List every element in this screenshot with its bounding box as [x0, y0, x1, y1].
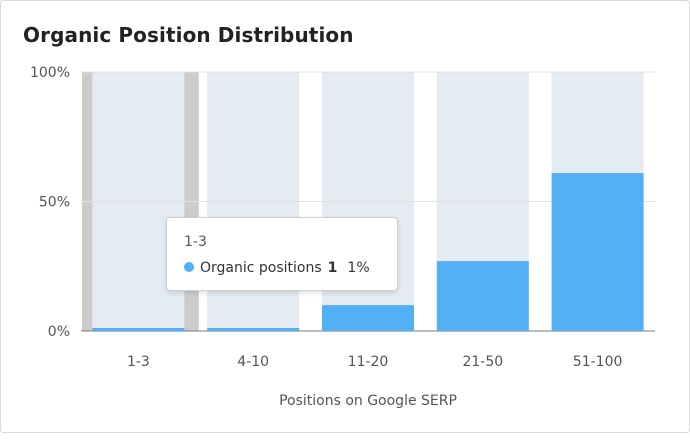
- x-axis-title: Positions on Google SERP: [279, 393, 457, 409]
- tooltip-value: 1: [327, 260, 338, 276]
- x-tick-label: 1-3: [127, 354, 150, 370]
- x-tick-label: 11-20: [348, 354, 389, 370]
- x-tick-label: 4-10: [237, 354, 269, 370]
- x-tick-label: 51-100: [573, 354, 623, 370]
- bar-51-100: [551, 173, 644, 331]
- bar-1-3: [92, 328, 185, 331]
- bar-4-10: [207, 328, 300, 331]
- y-tick-label: 50%: [39, 195, 70, 211]
- series-dot-icon: [184, 262, 194, 272]
- tooltip-row: Organic positions 1 1%: [184, 260, 370, 276]
- tooltip-category: 1-3: [184, 234, 207, 250]
- x-tick-label: 21-50: [462, 354, 503, 370]
- tooltip-percent: 1%: [347, 260, 370, 276]
- bar-21-50: [436, 261, 529, 331]
- card-title: Organic Position Distribution: [23, 23, 354, 47]
- y-tick-label: 0%: [48, 324, 70, 340]
- bar-11-20: [322, 305, 414, 331]
- chart-tooltip: 1-3 Organic positions 1 1%: [166, 217, 398, 291]
- y-tick-label: 100%: [30, 65, 70, 81]
- tooltip-series-name: Organic positions: [200, 260, 322, 276]
